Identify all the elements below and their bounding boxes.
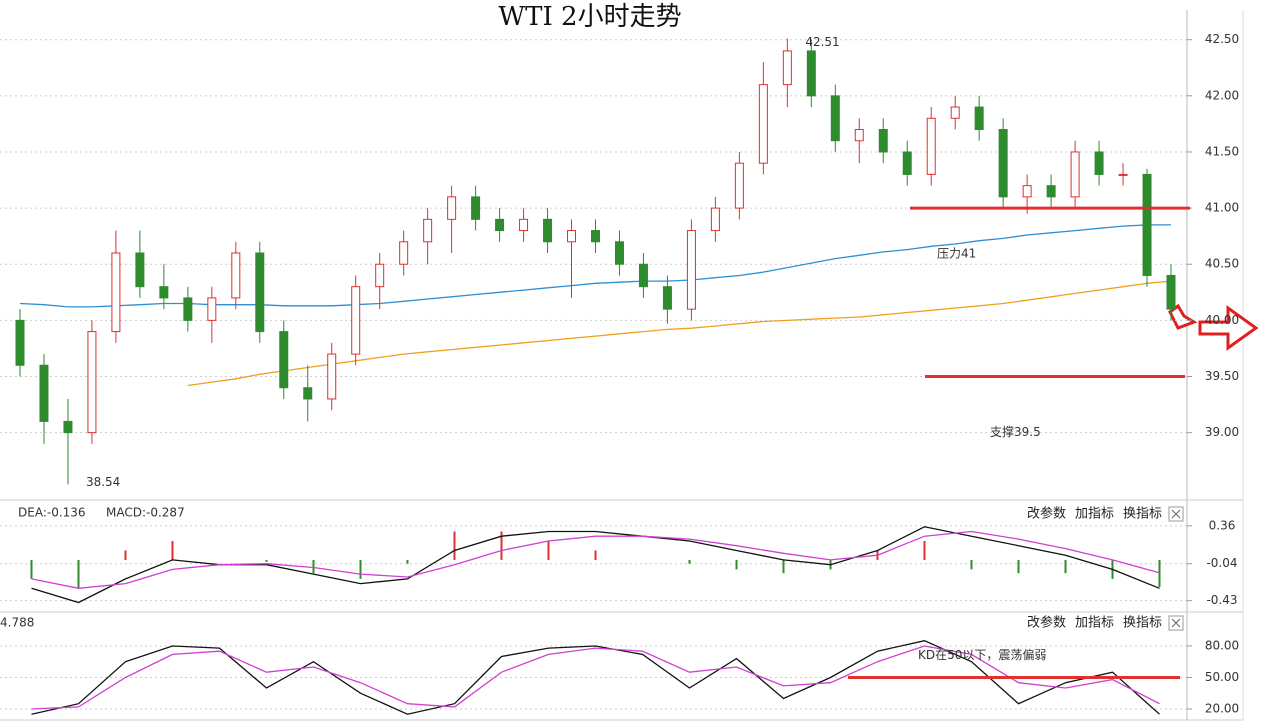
candle-body (662, 286, 672, 310)
candle-body (830, 95, 840, 142)
level-label: 压力41 (937, 247, 976, 261)
candle-body (207, 297, 217, 321)
candle-body (1046, 185, 1056, 198)
candle-body (447, 196, 457, 220)
arrow-icon (1198, 305, 1259, 351)
y-tick-label: 20.00 (1205, 701, 1239, 715)
button[interactable]: 换指标 (1123, 507, 1162, 522)
button[interactable]: 改参数 (1027, 506, 1066, 522)
line (31, 640, 1160, 715)
level-label: KD在50以下，震荡偏弱 (918, 647, 1046, 662)
candle-body (183, 297, 193, 321)
candle-body (1166, 274, 1176, 310)
candle-body (63, 420, 73, 434)
candle-body (1118, 173, 1128, 176)
chart-title: WTI 2小时走势 (498, 2, 681, 32)
y-tick-label: 0.36 (1209, 518, 1236, 532)
candle-body (734, 162, 744, 209)
candle-body (399, 241, 409, 265)
candle-body (135, 252, 145, 288)
y-tick-label: -0.04 (1206, 556, 1237, 570)
candle-body (15, 319, 25, 366)
candle-body (87, 331, 97, 434)
y-tick-label: 41.00 (1205, 201, 1239, 215)
line (31, 526, 1160, 604)
candle-body (974, 106, 984, 131)
candle-body (1094, 151, 1104, 175)
close-icon (1171, 509, 1181, 519)
candle-body (854, 129, 864, 142)
candle-body (495, 218, 505, 232)
candle-body (567, 230, 577, 243)
candle-body (351, 286, 361, 355)
high-label: 42.51 (805, 35, 839, 49)
candle-body (1070, 151, 1080, 198)
candle-body (303, 387, 313, 400)
candle-body (950, 106, 960, 119)
candle-body (782, 50, 792, 86)
close-icon (1171, 618, 1181, 628)
candle-body (686, 230, 696, 310)
candle-body (1022, 185, 1032, 198)
candle-body (39, 364, 49, 422)
y-tick-label: -0.43 (1206, 593, 1237, 607)
legend-text: 4.788 (0, 616, 34, 630)
candle-body (902, 151, 912, 175)
candle-body (255, 252, 265, 333)
candle-body (758, 84, 768, 164)
y-tick-label: 42.00 (1205, 88, 1239, 102)
candle-body (878, 129, 888, 153)
y-tick-label: 42.50 (1205, 32, 1239, 46)
candle-body (806, 50, 816, 97)
candle-body (543, 218, 553, 243)
line (31, 530, 1160, 589)
legend-text: MACD:-0.287 (106, 506, 185, 520)
candle-body (519, 218, 529, 232)
candle-body (111, 252, 121, 333)
candle-body (279, 331, 289, 389)
y-tick-label: 40.00 (1205, 313, 1239, 327)
candle-body (998, 129, 1008, 198)
candle-body (710, 207, 720, 232)
legend-text: DEA:-0.136 (18, 506, 86, 520)
y-tick-label: 50.00 (1205, 670, 1239, 684)
candle-body (159, 286, 169, 299)
button[interactable]: 改参数 (1027, 615, 1066, 631)
y-tick-label: 39.50 (1205, 369, 1239, 383)
y-tick-label: 41.50 (1205, 144, 1239, 158)
candle-body (614, 241, 624, 265)
candle-body (471, 196, 481, 220)
candle-body (375, 263, 385, 288)
arrow-icon (1168, 303, 1198, 330)
y-tick-label: 80.00 (1205, 638, 1239, 652)
candle-body (231, 252, 241, 299)
low-label: 38.54 (86, 475, 120, 489)
button[interactable]: 换指标 (1123, 616, 1162, 631)
line (187, 280, 1172, 387)
candle-body (926, 117, 936, 175)
line (31, 645, 1160, 710)
candle-body (423, 218, 433, 243)
level-label: 支撑39.5 (990, 424, 1041, 439)
button[interactable]: 加指标 (1075, 507, 1114, 522)
candle-body (1142, 173, 1152, 276)
candle-body (327, 353, 337, 400)
y-tick-label: 39.00 (1205, 425, 1239, 439)
candle-body (591, 230, 600, 243)
y-tick-label: 40.50 (1205, 257, 1239, 271)
candle-body (638, 263, 648, 288)
button[interactable]: 加指标 (1075, 616, 1114, 631)
